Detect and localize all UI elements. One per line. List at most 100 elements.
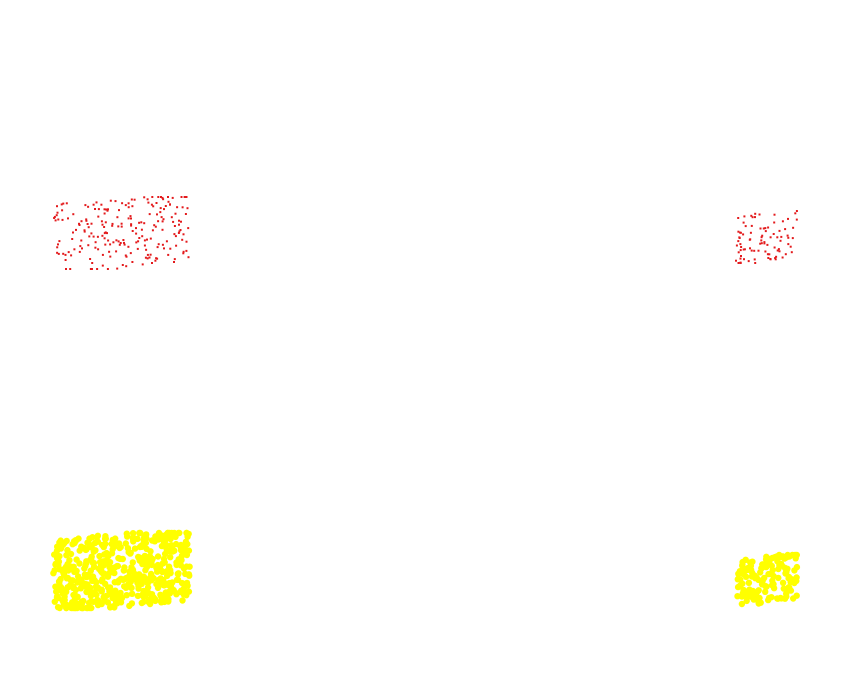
data-point — [781, 220, 784, 223]
data-point — [141, 588, 148, 595]
data-point — [79, 604, 86, 612]
data-point — [146, 257, 149, 260]
data-point — [109, 546, 116, 553]
data-point — [185, 240, 188, 243]
data-point — [143, 545, 150, 553]
data-point — [739, 243, 742, 246]
data-point — [752, 575, 759, 582]
data-point — [786, 584, 793, 591]
data-point — [784, 565, 791, 572]
data-point — [91, 262, 94, 264]
data-point — [78, 224, 81, 226]
data-point — [794, 212, 797, 215]
data-point — [186, 207, 189, 210]
data-point — [97, 215, 100, 218]
data-point — [135, 227, 137, 230]
series-1 — [53, 196, 798, 270]
data-point — [85, 540, 93, 548]
data-point — [748, 238, 751, 241]
data-point — [129, 252, 132, 255]
data-point — [135, 232, 138, 235]
data-point — [61, 209, 64, 212]
data-point — [131, 205, 134, 208]
data-point — [123, 530, 130, 537]
data-point — [127, 206, 130, 209]
data-point — [104, 243, 107, 246]
data-point — [135, 241, 138, 244]
data-point — [174, 235, 177, 238]
data-point — [159, 568, 166, 576]
data-point — [737, 230, 740, 233]
data-point — [763, 242, 766, 245]
data-point — [735, 244, 738, 247]
data-point — [173, 258, 176, 261]
data-point — [739, 590, 746, 597]
data-point — [172, 540, 180, 548]
data-point — [171, 196, 174, 199]
data-point — [65, 268, 67, 270]
data-point — [182, 252, 185, 255]
data-point — [177, 232, 180, 234]
data-point — [112, 241, 115, 244]
data-point — [83, 229, 86, 232]
data-point — [121, 583, 128, 590]
data-point — [165, 240, 168, 243]
data-point — [125, 549, 132, 556]
data-point — [109, 255, 112, 258]
data-point — [125, 255, 128, 258]
data-point — [141, 235, 144, 238]
data-point — [773, 221, 776, 224]
data-point — [747, 260, 750, 263]
data-point — [759, 242, 762, 245]
data-point — [128, 590, 136, 597]
data-point — [53, 217, 56, 219]
data-point — [793, 577, 800, 585]
data-point — [175, 244, 178, 247]
data-point — [178, 219, 180, 222]
data-point — [115, 239, 118, 242]
data-point — [763, 241, 766, 244]
data-point — [783, 593, 790, 600]
data-point — [143, 239, 146, 242]
data-point — [138, 599, 145, 607]
data-point — [65, 202, 68, 205]
data-point — [64, 546, 71, 554]
data-point — [130, 224, 133, 227]
data-point — [785, 573, 793, 581]
data-point — [180, 196, 183, 198]
data-point — [792, 226, 795, 229]
data-point — [795, 218, 798, 221]
data-point — [72, 213, 75, 216]
data-point — [739, 249, 742, 252]
data-point — [111, 224, 114, 227]
data-point — [766, 243, 769, 246]
data-point — [754, 212, 757, 215]
data-point — [761, 574, 768, 582]
data-point — [56, 246, 59, 249]
data-point — [772, 233, 775, 235]
data-point — [764, 250, 767, 253]
data-point — [129, 536, 137, 543]
data-point — [106, 232, 108, 235]
data-point — [78, 222, 80, 225]
data-point — [113, 596, 120, 603]
data-point — [767, 257, 770, 259]
data-point — [143, 196, 146, 199]
data-point — [59, 566, 66, 573]
data-point — [173, 561, 180, 569]
data-point — [88, 235, 91, 238]
data-point — [182, 233, 185, 236]
data-point — [769, 258, 772, 261]
data-point — [774, 257, 777, 260]
data-point — [86, 535, 93, 542]
data-point — [169, 247, 172, 250]
data-point — [162, 198, 165, 201]
data-point — [110, 603, 117, 610]
data-point — [103, 549, 110, 557]
data-point — [758, 581, 766, 588]
data-point — [149, 253, 152, 256]
data-point — [100, 203, 103, 206]
data-point — [173, 233, 176, 236]
data-point — [172, 220, 175, 223]
data-point — [94, 241, 97, 244]
